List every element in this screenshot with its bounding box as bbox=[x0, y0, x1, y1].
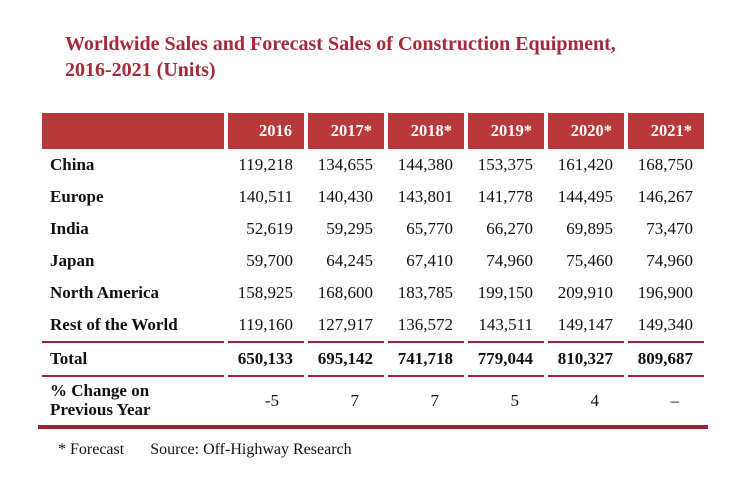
value-cell: 5 bbox=[510, 391, 520, 410]
value-cell: 741,718 bbox=[388, 341, 464, 377]
row-label: Rest of the World bbox=[50, 315, 178, 334]
value-cell: 64,245 bbox=[326, 251, 373, 270]
value-cell: 149,340 bbox=[637, 315, 693, 334]
table-row-change: % Change on Previous Year -5 7 7 5 4 – bbox=[42, 377, 704, 425]
value-cell: 119,160 bbox=[238, 315, 293, 334]
value-cell: 810,327 bbox=[548, 341, 624, 377]
value-cell: 74,960 bbox=[646, 251, 693, 270]
header-cell-rowlabel bbox=[42, 113, 224, 149]
value-cell: 779,044 bbox=[468, 341, 544, 377]
value-cell: 168,750 bbox=[637, 155, 693, 174]
value-cell: 4 bbox=[590, 391, 600, 410]
title-line-2: 2016-2021 (Units) bbox=[65, 59, 216, 82]
table-row-total: Total 650,133 695,142 741,718 779,044 810,327… bbox=[42, 341, 704, 377]
row-label: Japan bbox=[50, 251, 95, 270]
value-cell: 140,430 bbox=[317, 187, 373, 206]
value-cell: 74,960 bbox=[486, 251, 533, 270]
table-row-rest-of-the-world: Rest of the World 119,160 127,917 136,572 14… bbox=[42, 309, 704, 341]
forecast-note: * Forecast bbox=[58, 441, 125, 458]
table-row-north-america: North America 158,925 168,600 183,785 199,15… bbox=[42, 277, 704, 309]
table-head: 2016 2017* 2018* 2019* 2020* 2021* bbox=[42, 113, 704, 149]
value-cell: 144,380 bbox=[397, 155, 453, 174]
value-cell: 140,511 bbox=[238, 187, 293, 206]
value-cell: 196,900 bbox=[637, 283, 693, 302]
row-label-line: % Change on bbox=[50, 381, 150, 400]
source-note: Source: Off-Highway Research bbox=[150, 441, 352, 458]
header-cell-2017: 2017* bbox=[308, 113, 384, 149]
value-cell: 75,460 bbox=[566, 251, 613, 270]
header-cell-2020: 2020* bbox=[548, 113, 624, 149]
value-cell: 65,770 bbox=[406, 219, 453, 238]
value-cell: 119,218 bbox=[238, 155, 293, 174]
value-cell: 134,655 bbox=[317, 155, 373, 174]
header-row: 2016 2017* 2018* 2019* 2020* 2021* bbox=[42, 113, 704, 149]
row-label-line: Previous Year bbox=[50, 400, 151, 419]
value-cell: 69,895 bbox=[566, 219, 613, 238]
value-cell: 7 bbox=[350, 391, 360, 410]
value-cell: 52,619 bbox=[246, 219, 293, 238]
title-line-1: Worldwide Sales and Forecast Sales of Co… bbox=[65, 33, 616, 55]
value-cell: 143,801 bbox=[397, 187, 453, 206]
value-cell: 127,917 bbox=[317, 315, 373, 334]
sales-table: 2016 2017* 2018* 2019* 2020* 2021* China 119,2… bbox=[38, 113, 708, 425]
header-cell-2016: 2016 bbox=[228, 113, 304, 149]
value-cell: 59,295 bbox=[326, 219, 373, 238]
value-cell: 136,572 bbox=[397, 315, 453, 334]
table-row-china: China 119,218 134,655 144,380 153,375 161,420… bbox=[42, 149, 704, 181]
value-cell: 141,778 bbox=[477, 187, 533, 206]
row-label: % Change on Previous Year bbox=[42, 377, 224, 425]
header-cell-2019: 2019* bbox=[468, 113, 544, 149]
value-cell: 67,410 bbox=[406, 251, 453, 270]
table-body: China 119,218 134,655 144,380 153,375 161,420… bbox=[42, 149, 704, 425]
sales-table-wrapper: 2016 2017* 2018* 2019* 2020* 2021* China 119,2… bbox=[38, 113, 708, 429]
value-cell: 183,785 bbox=[397, 283, 453, 302]
value-cell: 7 bbox=[430, 391, 440, 410]
table-row-europe: Europe 140,511 140,430 143,801 141,778 144,49… bbox=[42, 181, 704, 213]
value-cell: 158,925 bbox=[237, 283, 293, 302]
row-label: China bbox=[50, 155, 95, 174]
value-cell: 153,375 bbox=[477, 155, 533, 174]
value-cell: – bbox=[670, 391, 680, 410]
value-cell: 143,511 bbox=[478, 315, 533, 334]
value-cell: 168,600 bbox=[317, 283, 373, 302]
value-cell: 73,470 bbox=[646, 219, 693, 238]
table-row-india: India 52,619 59,295 65,770 66,270 69,895 73,47… bbox=[42, 213, 704, 245]
row-label: North America bbox=[50, 283, 160, 302]
value-cell: 695,142 bbox=[308, 341, 384, 377]
value-cell: 144,495 bbox=[557, 187, 613, 206]
header-cell-2021: 2021* bbox=[628, 113, 704, 149]
footnote: * Forecast Source: Off-Highway Research bbox=[58, 441, 352, 459]
table-row-japan: Japan 59,700 64,245 67,410 74,960 75,460 74,96… bbox=[42, 245, 704, 277]
value-cell: 809,687 bbox=[628, 341, 704, 377]
page-title: Worldwide Sales and Forecast Sales of Co… bbox=[65, 31, 616, 84]
value-cell: 209,910 bbox=[557, 283, 613, 302]
value-cell: 650,133 bbox=[228, 341, 304, 377]
row-label: Total bbox=[42, 341, 224, 377]
value-cell: 161,420 bbox=[557, 155, 613, 174]
value-cell: 199,150 bbox=[477, 283, 533, 302]
value-cell: 149,147 bbox=[557, 315, 613, 334]
value-cell: -5 bbox=[264, 391, 279, 410]
value-cell: 59,700 bbox=[246, 251, 293, 270]
value-cell: 66,270 bbox=[486, 219, 533, 238]
header-cell-2018: 2018* bbox=[388, 113, 464, 149]
value-cell: 146,267 bbox=[637, 187, 693, 206]
row-label: India bbox=[50, 219, 89, 238]
row-label: Europe bbox=[50, 187, 104, 206]
